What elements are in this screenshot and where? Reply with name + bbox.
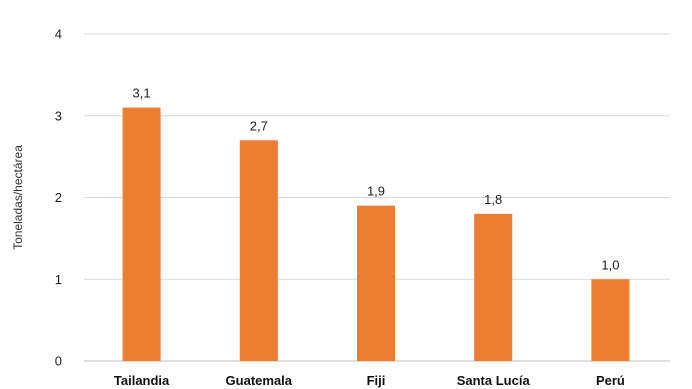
category-label: Fiji bbox=[367, 373, 386, 388]
y-tick-label: 4 bbox=[55, 27, 62, 42]
category-label: Santa Lucía bbox=[457, 373, 531, 388]
category-label: Guatemala bbox=[226, 373, 293, 388]
y-tick-label: 2 bbox=[55, 190, 62, 205]
gridlines bbox=[84, 33, 670, 362]
data-labels: 3,1 2,7 1,9 1,8 1,0 bbox=[133, 86, 620, 273]
y-tick-label: 1 bbox=[55, 272, 62, 287]
bar bbox=[122, 107, 161, 361]
data-label: 2,7 bbox=[250, 118, 268, 133]
y-axis-title: Toneladas/hectárea bbox=[11, 145, 25, 250]
data-label: 1,9 bbox=[367, 184, 385, 199]
bar bbox=[474, 213, 513, 361]
category-labels: Tailandia Guatemala Fiji Santa Lucía Perú bbox=[114, 373, 625, 388]
bar bbox=[239, 140, 278, 361]
category-label: Tailandia bbox=[114, 373, 170, 388]
y-tick-label: 3 bbox=[55, 108, 62, 123]
data-label: 1,0 bbox=[601, 257, 619, 272]
bar bbox=[357, 205, 395, 361]
y-tick-label: 0 bbox=[55, 354, 62, 369]
data-label: 1,8 bbox=[484, 192, 502, 207]
y-axis-ticks: 0 1 2 3 4 bbox=[55, 27, 62, 369]
bar bbox=[591, 279, 630, 361]
bars bbox=[122, 107, 630, 361]
category-label: Perú bbox=[596, 373, 625, 388]
data-label: 3,1 bbox=[133, 86, 151, 101]
